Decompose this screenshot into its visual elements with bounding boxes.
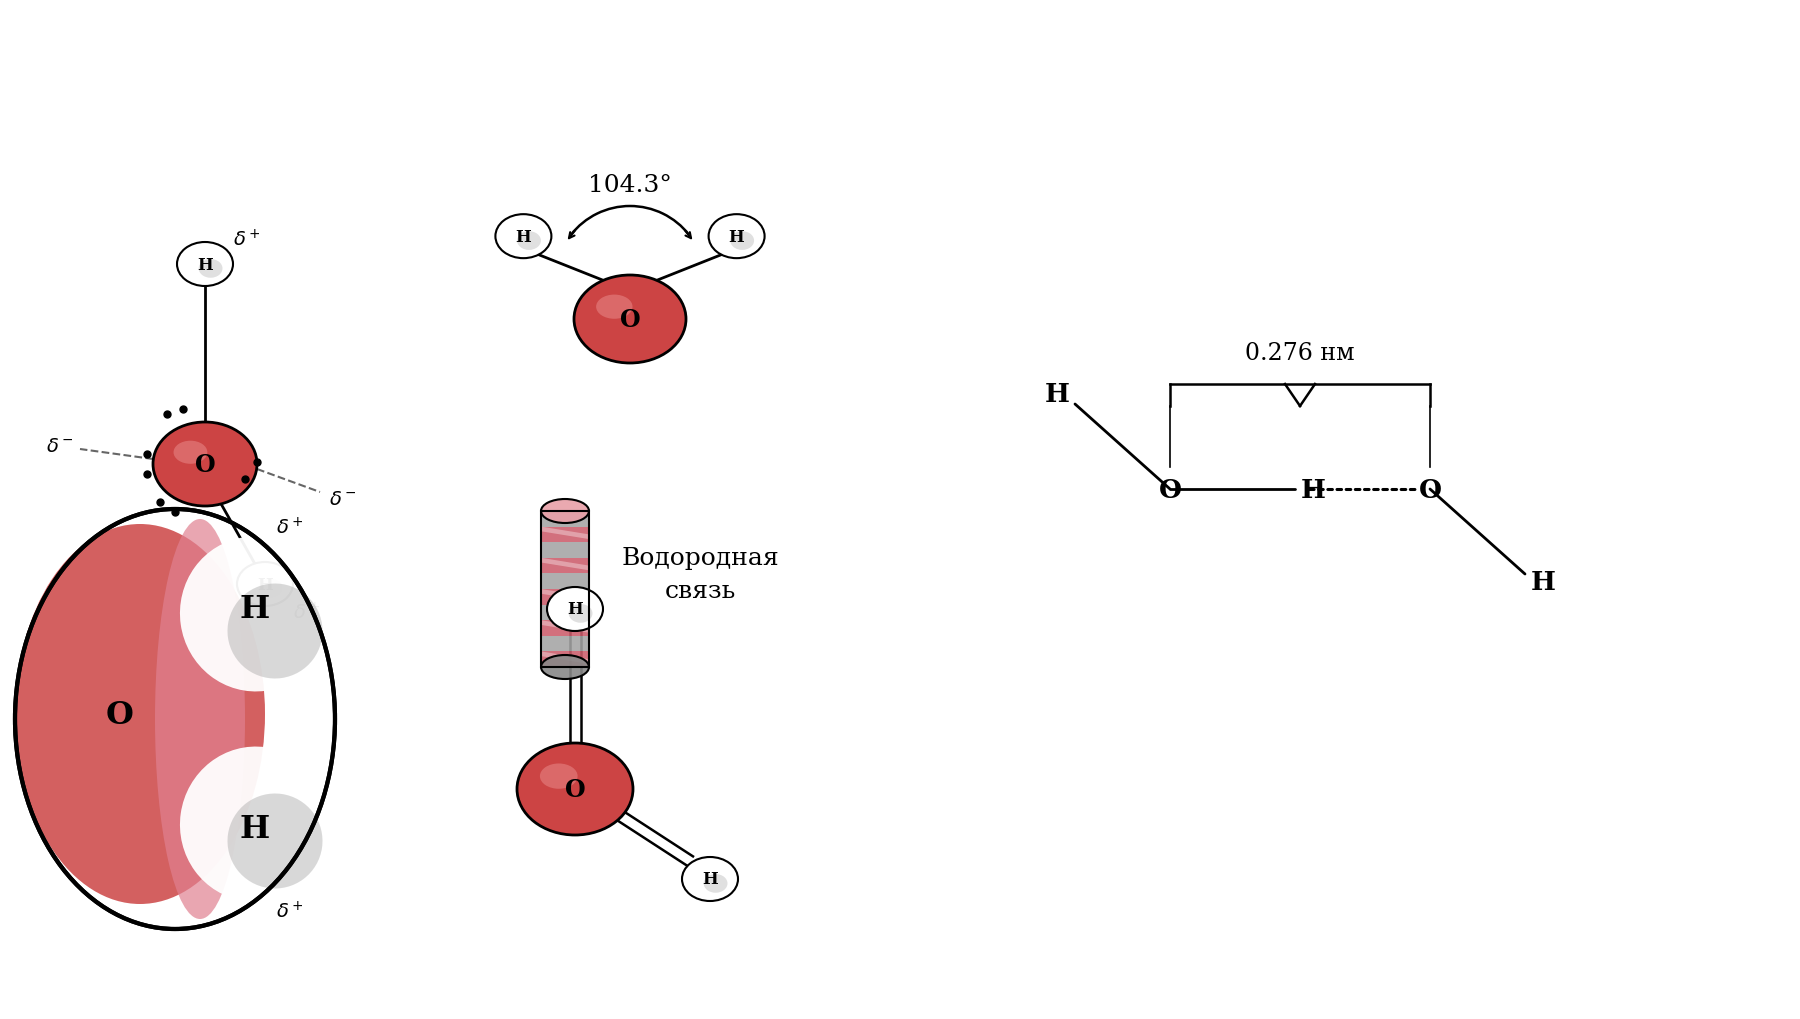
- Ellipse shape: [709, 215, 765, 259]
- Ellipse shape: [173, 441, 207, 465]
- Ellipse shape: [682, 857, 738, 901]
- Bar: [542, 652, 589, 667]
- Text: $\delta^-$: $\delta^-$: [47, 437, 74, 455]
- Bar: [542, 512, 589, 527]
- Text: H: H: [567, 601, 583, 618]
- Text: $\delta^+$: $\delta^+$: [275, 517, 304, 538]
- Text: H: H: [702, 870, 718, 888]
- Ellipse shape: [227, 584, 322, 679]
- Ellipse shape: [704, 874, 727, 893]
- Text: H: H: [729, 228, 745, 246]
- Ellipse shape: [155, 520, 245, 919]
- Ellipse shape: [180, 537, 329, 692]
- Bar: [542, 558, 589, 574]
- Text: Водородная
связь: Водородная связь: [621, 547, 779, 602]
- Bar: [542, 589, 589, 605]
- Ellipse shape: [153, 423, 257, 506]
- Ellipse shape: [574, 276, 686, 364]
- Ellipse shape: [731, 232, 754, 251]
- Text: 104.3°: 104.3°: [589, 173, 671, 197]
- Bar: [542, 574, 589, 589]
- Text: H: H: [239, 814, 270, 845]
- Bar: [542, 543, 589, 558]
- Ellipse shape: [259, 580, 283, 598]
- Text: $\delta^+$: $\delta^+$: [293, 602, 320, 623]
- Ellipse shape: [569, 604, 592, 624]
- Text: $\delta^+$: $\delta^+$: [275, 901, 304, 922]
- Bar: [542, 605, 589, 621]
- Ellipse shape: [542, 655, 589, 680]
- FancyBboxPatch shape: [542, 512, 589, 667]
- Text: O: O: [619, 308, 641, 331]
- Ellipse shape: [227, 794, 322, 889]
- Ellipse shape: [238, 562, 293, 606]
- Polygon shape: [542, 558, 589, 571]
- Text: O: O: [106, 699, 133, 730]
- Polygon shape: [542, 652, 589, 664]
- Ellipse shape: [495, 215, 551, 259]
- Ellipse shape: [542, 499, 589, 524]
- Text: 0.276 нм: 0.276 нм: [1246, 341, 1355, 364]
- Ellipse shape: [547, 587, 603, 632]
- Text: H: H: [198, 256, 212, 273]
- Text: H: H: [1530, 570, 1555, 595]
- Text: H: H: [1301, 477, 1325, 502]
- Ellipse shape: [176, 243, 232, 286]
- Ellipse shape: [540, 763, 578, 789]
- Text: O: O: [194, 452, 216, 477]
- Text: H: H: [515, 228, 531, 246]
- Bar: [542, 621, 589, 636]
- Bar: [542, 636, 589, 652]
- Text: H: H: [257, 576, 274, 593]
- Ellipse shape: [180, 747, 329, 902]
- Ellipse shape: [517, 743, 634, 836]
- Ellipse shape: [517, 232, 542, 251]
- Text: H: H: [239, 594, 270, 625]
- Polygon shape: [542, 621, 589, 633]
- Text: $\delta^-$: $\delta^-$: [329, 490, 356, 508]
- Text: O: O: [1159, 477, 1181, 502]
- Text: O: O: [565, 777, 585, 801]
- Text: $\delta^+$: $\delta^+$: [232, 229, 261, 251]
- Bar: [542, 527, 589, 543]
- Ellipse shape: [596, 296, 632, 320]
- Ellipse shape: [14, 525, 265, 904]
- Ellipse shape: [198, 260, 223, 278]
- Polygon shape: [542, 589, 589, 602]
- Text: H: H: [1044, 382, 1069, 408]
- Polygon shape: [542, 527, 589, 539]
- Text: O: O: [1418, 477, 1442, 502]
